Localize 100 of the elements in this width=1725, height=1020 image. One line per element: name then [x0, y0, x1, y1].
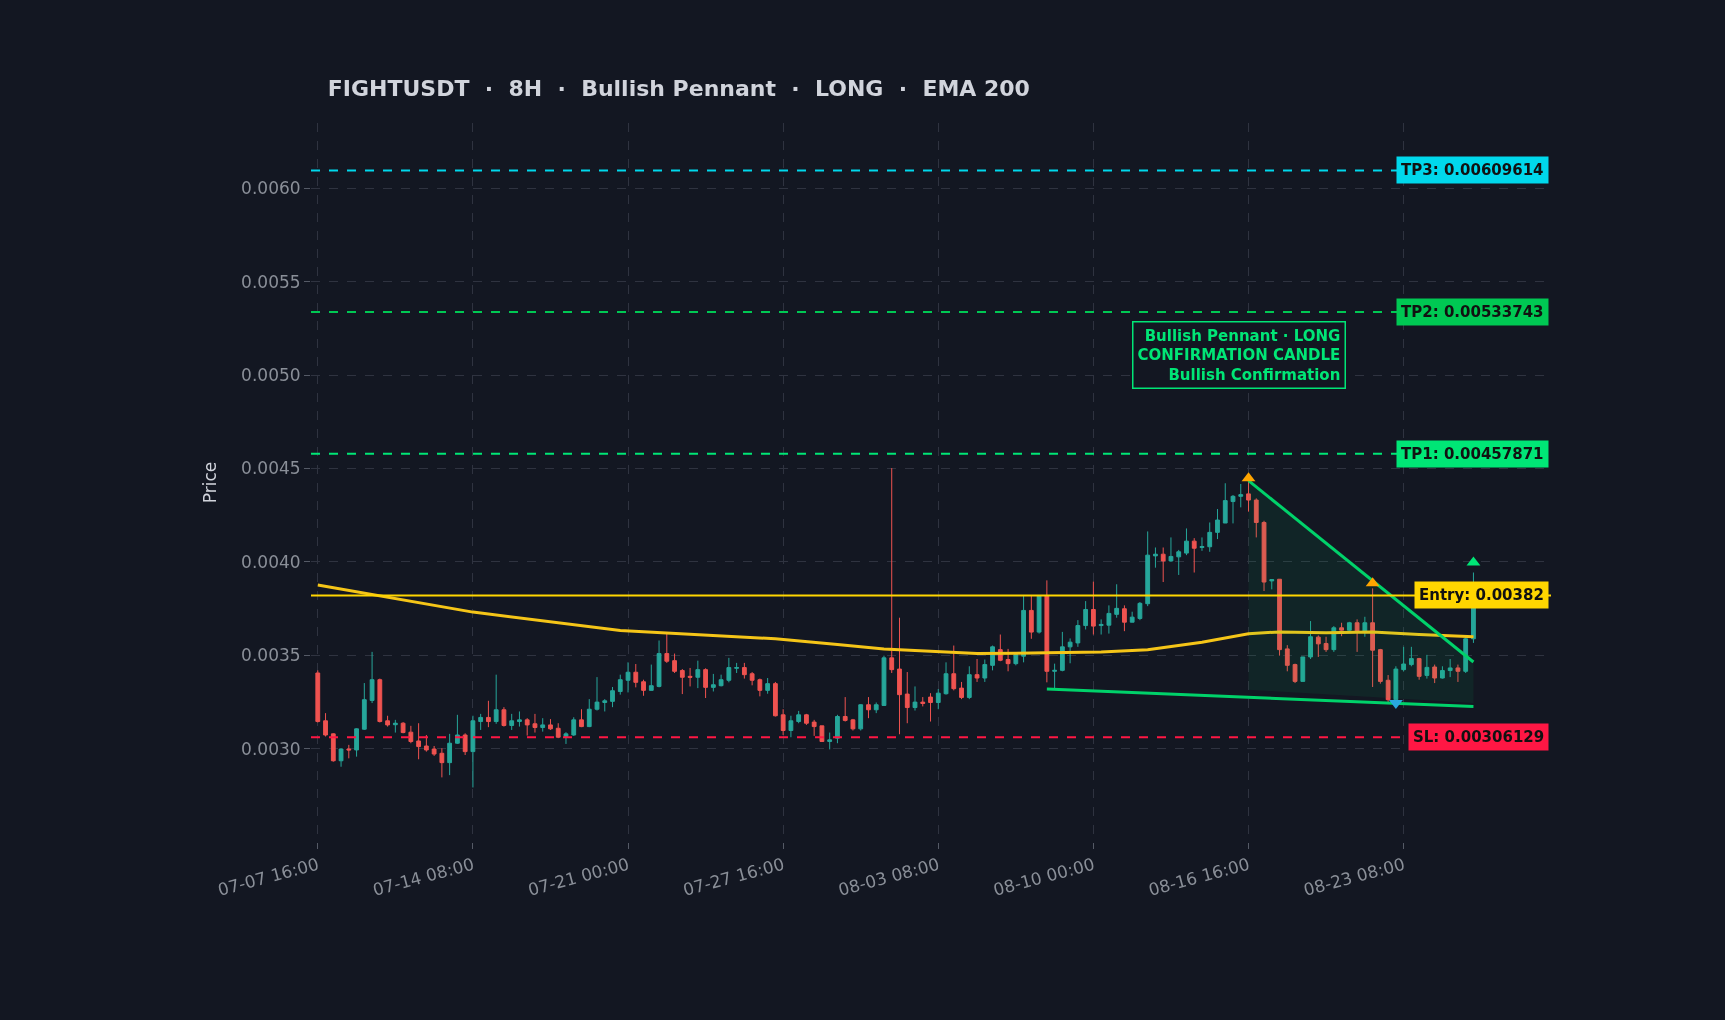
candlestick: [897, 617, 902, 735]
candlestick: [850, 718, 856, 732]
candlestick: [423, 734, 429, 753]
candlestick: [354, 727, 359, 758]
candlestick: [1277, 578, 1282, 657]
candlestick: [1052, 663, 1058, 689]
candlestick: [1253, 497, 1259, 538]
candlestick: [323, 712, 328, 737]
candlestick: [408, 725, 414, 744]
candlestick: [1168, 536, 1174, 563]
candlestick: [447, 733, 453, 776]
candlestick: [703, 667, 708, 699]
candlestick: [827, 732, 833, 750]
candlestick: [641, 679, 646, 697]
candlestick: [757, 678, 763, 697]
candlestick: [517, 710, 522, 728]
candlestick: [1354, 618, 1360, 653]
candlestick: [1416, 657, 1422, 681]
y-tick-label: 0.0030: [241, 738, 301, 759]
candlestick: [1284, 644, 1290, 672]
annotation: Bullish Pennant · LONG CONFIRMATION CANDLE Bullish Confirmation: [1137, 326, 1341, 384]
candlestick: [951, 645, 957, 691]
candlestick: [1346, 621, 1352, 633]
candlestick: [718, 674, 724, 687]
candlestick: [315, 669, 321, 723]
candlestick: [540, 717, 546, 733]
candlestick: [594, 676, 600, 712]
candlestick: [765, 677, 771, 695]
candlestick: [1424, 654, 1430, 680]
candlestick: [501, 706, 507, 728]
candlestick: [1377, 648, 1383, 685]
candlestick: [1300, 656, 1306, 682]
candlestick: [858, 703, 864, 732]
candlestick: [470, 715, 476, 788]
candlestick: [687, 667, 693, 687]
x-tick-label: 08-23 08:00: [1301, 853, 1407, 900]
candlestick: [633, 663, 639, 688]
candlestick: [555, 722, 561, 739]
candlestick: [920, 696, 926, 707]
candlestick: [462, 732, 468, 756]
candlestick: [741, 662, 747, 680]
candlestick: [710, 673, 716, 692]
candlestick: [1362, 616, 1368, 638]
candlestick: [679, 668, 685, 695]
candlestick: [1122, 604, 1127, 632]
candlestick: [1191, 537, 1197, 574]
candlestick: [385, 715, 390, 728]
candlestick: [1238, 483, 1244, 508]
candlestick: [548, 718, 553, 731]
candlestick: [1401, 646, 1407, 672]
candlestick: [1036, 595, 1042, 635]
candlestick: [346, 744, 352, 759]
candlestick: [1160, 546, 1166, 583]
candlestick: [1246, 481, 1251, 513]
candlestick: [1370, 587, 1376, 688]
candlestick: [330, 732, 336, 763]
y-tick-label: 0.0055: [241, 271, 301, 292]
x-tick-label: 07-14 08:00: [370, 853, 477, 900]
candlestick: [617, 674, 623, 696]
y-tick-label: 0.0060: [241, 178, 301, 199]
candlestick: [772, 681, 778, 717]
x-tick-label: 08-10 00:00: [991, 853, 1097, 900]
candlestick: [1137, 601, 1143, 621]
candlestick: [1090, 581, 1096, 636]
candlestick: [602, 698, 608, 712]
candlestick: [1308, 620, 1313, 660]
candlestick: [881, 655, 887, 706]
candlestick: [392, 719, 398, 734]
candlestick: [780, 708, 786, 736]
candlestick: [664, 633, 670, 664]
candlestick: [695, 660, 701, 689]
candlestick: [873, 702, 879, 714]
candlestick: [1261, 520, 1267, 592]
y-tick-label: 0.0035: [241, 645, 301, 666]
candlestick: [1176, 549, 1182, 576]
candlestick: [1106, 604, 1112, 635]
candlestick: [1447, 658, 1453, 678]
candlestick: [966, 665, 972, 700]
candlestick: [1044, 579, 1050, 683]
candlestick: [1021, 595, 1026, 663]
candlestick: [656, 639, 662, 688]
candlestick: [493, 674, 499, 725]
candlestick: [1323, 636, 1329, 653]
candlestick: [486, 700, 491, 728]
candlestick: [672, 653, 677, 674]
y-tick-label: 0.0040: [241, 551, 301, 572]
candlestick: [811, 719, 817, 737]
x-tick-label: 08-03 08:00: [836, 853, 942, 900]
candlestick: [1145, 530, 1151, 607]
ref-line-label: TP3: 0.00609614: [1401, 161, 1544, 179]
ref-line-label: TP2: 0.00533743: [1401, 303, 1544, 321]
candlestick: [532, 713, 538, 734]
candlestick: [1184, 527, 1189, 556]
candlestick: [478, 713, 484, 731]
candlestick: [1067, 637, 1073, 664]
candlestick: [1393, 665, 1399, 702]
candlestick: [509, 713, 515, 731]
candlestick: [912, 685, 918, 712]
candlestick: [889, 467, 895, 674]
candlestick: [610, 686, 615, 708]
